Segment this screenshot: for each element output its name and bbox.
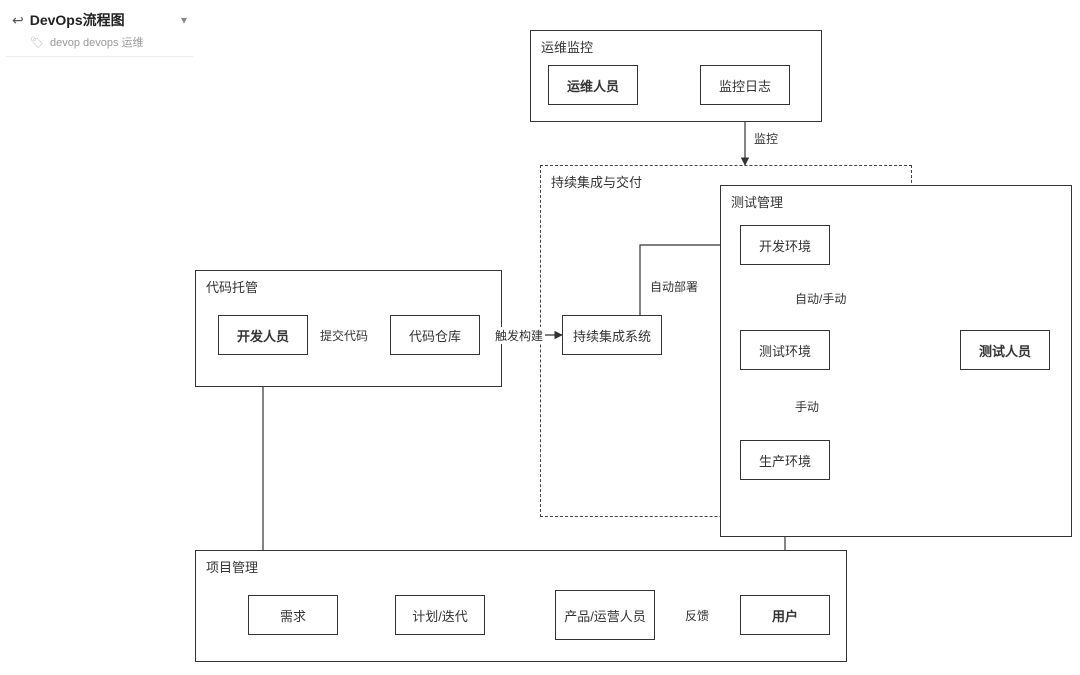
node-plan: 计划/迭代 [395, 595, 485, 635]
edge-label: 自动/手动 [793, 290, 848, 307]
tags-text: devop devops 运维 [50, 34, 144, 50]
edge-label: 监控 [752, 130, 780, 147]
node-po: 产品/运营人员 [555, 590, 655, 640]
group-label: 代码托管 [206, 277, 258, 296]
back-icon[interactable]: ↩ [12, 12, 24, 29]
group-label: 运维监控 [541, 37, 593, 56]
node-repo: 代码仓库 [390, 315, 480, 355]
node-ops_person: 运维人员 [548, 65, 638, 105]
edge-label: 手动 [793, 398, 821, 415]
node-req: 需求 [248, 595, 338, 635]
chevron-down-icon[interactable]: ▾ [181, 13, 187, 27]
page-title: DevOps流程图 [30, 10, 175, 30]
tag-icon: 🏷 [30, 36, 44, 49]
edge-label: 反馈 [683, 607, 711, 624]
node-env_prod: 生产环境 [740, 440, 830, 480]
group-label: 测试管理 [731, 192, 783, 211]
node-env_dev: 开发环境 [740, 225, 830, 265]
node-test_person: 测试人员 [960, 330, 1050, 370]
page-header: ↩ DevOps流程图 ▾ 🏷 devop devops 运维 [6, 6, 193, 57]
node-ci_sys: 持续集成系统 [562, 315, 662, 355]
group-label: 项目管理 [206, 557, 258, 576]
edge-label: 提交代码 [318, 327, 370, 344]
node-env_test: 测试环境 [740, 330, 830, 370]
group-label: 持续集成与交付 [551, 172, 642, 191]
diagram-canvas: 运维监控代码托管 持续集成与交付测试管理项目管理 运维人员 监控日志开发人员 代码仓库 持… [0, 0, 1080, 675]
node-log: 监控日志 [700, 65, 790, 105]
node-dev_person: 开发人员 [218, 315, 308, 355]
edge-label: 触发构建 [493, 327, 545, 344]
edge-label: 自动部署 [648, 278, 700, 295]
node-user: 用户 [740, 595, 830, 635]
